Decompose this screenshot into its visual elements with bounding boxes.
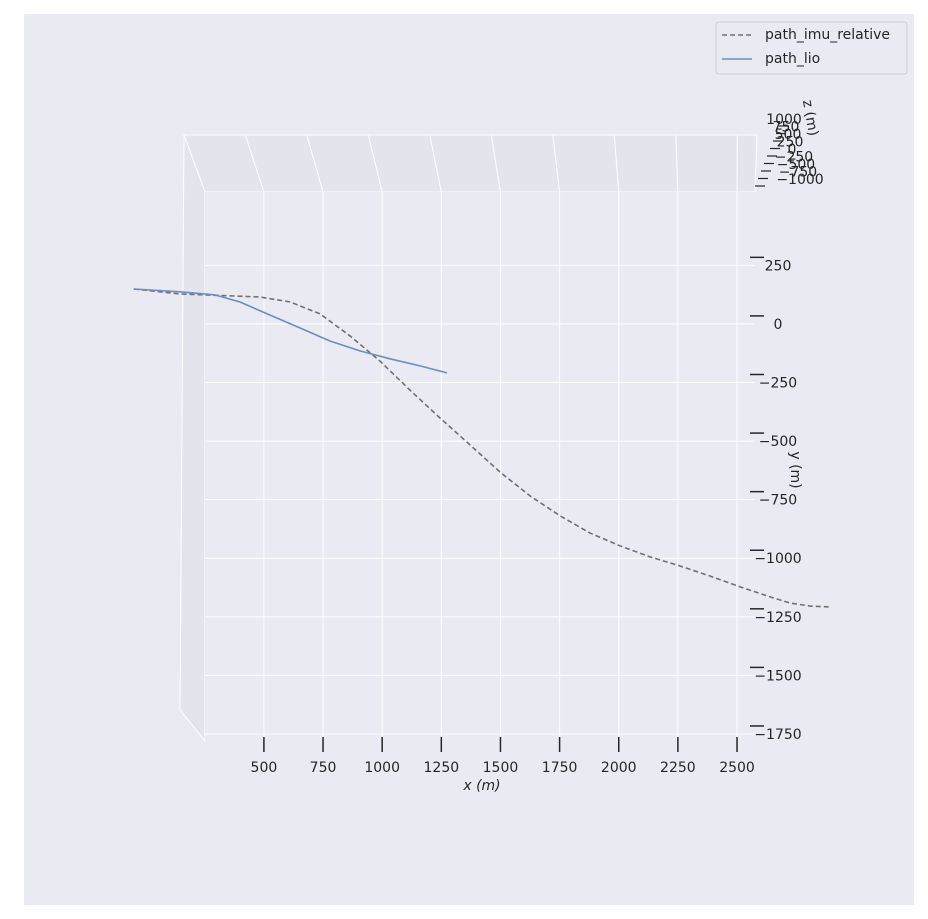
legend-label: path_imu_relative <box>765 27 890 43</box>
y-tick-label: 0 <box>774 317 783 333</box>
x-tick-label: 1250 <box>424 760 460 776</box>
y-axis-label: y (m) <box>787 451 803 488</box>
y-tick-label: −750 <box>759 493 797 509</box>
y-tick-label: −1000 <box>754 551 801 567</box>
x-tick-label: 1000 <box>364 760 400 776</box>
x-tick-label: 750 <box>310 760 337 776</box>
legend: path_imu_relative path_lio <box>716 22 907 74</box>
x-tick-label: 2000 <box>601 760 637 776</box>
x-tick-label: 1500 <box>483 760 519 776</box>
plot-area <box>205 192 755 741</box>
legend-label: path_lio <box>765 51 820 67</box>
y-tick-label: 250 <box>765 258 792 274</box>
y-tick-label: −1250 <box>754 610 801 626</box>
x-tick-label: 500 <box>251 760 278 776</box>
side-pane <box>180 135 205 741</box>
y-tick-label: −250 <box>759 375 797 391</box>
z-tick-label: 1000 <box>766 112 802 128</box>
x-tick-label: 2250 <box>660 760 696 776</box>
y-tick-label: −1750 <box>754 727 801 743</box>
y-tick-label: −500 <box>759 434 797 450</box>
x-axis-label: x (m) <box>462 778 500 794</box>
x-tick-label: 1750 <box>542 760 578 776</box>
x-tick-label: 2500 <box>719 760 755 776</box>
back-pane <box>184 135 757 192</box>
y-tick-label: −1500 <box>754 668 801 684</box>
